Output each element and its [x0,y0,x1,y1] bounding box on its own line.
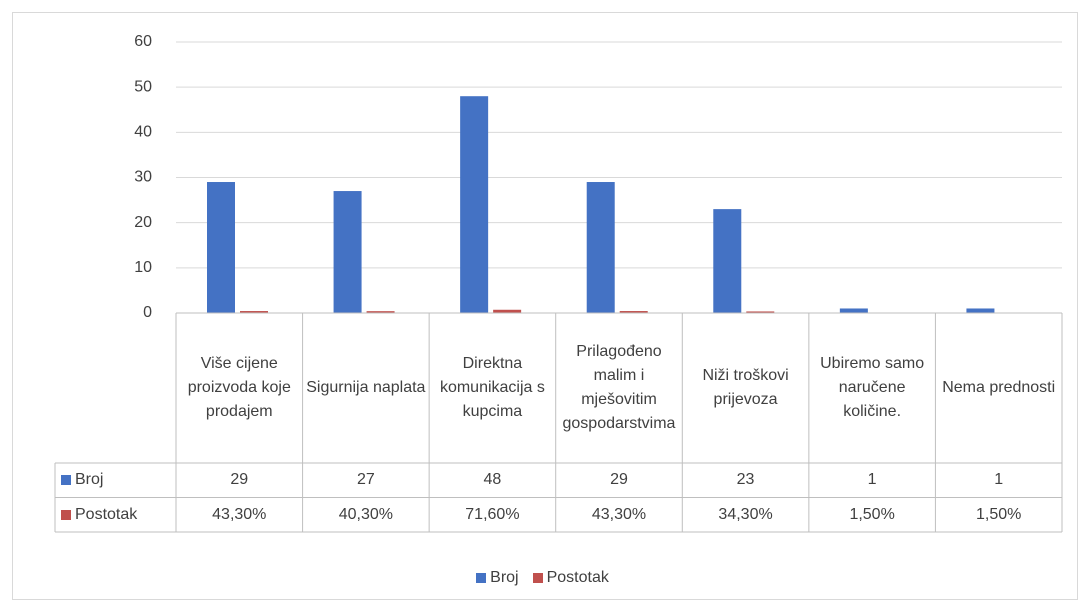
bar [333,191,362,313]
x-tick-label: Niži troškovi prijevoza [702,367,789,408]
table-value: 48 [483,471,502,489]
y-tick-label: 30 [134,169,152,186]
legend-key [61,475,71,486]
legend-key [61,509,71,520]
legend-label: Broj [490,569,519,586]
table-value: 1 [867,471,877,489]
table-value: 23 [736,471,755,489]
y-tick-label: 0 [143,304,152,321]
legend-key [532,573,543,583]
y-tick-label: 20 [134,214,152,231]
table-value: 29 [230,471,249,489]
table-value: 71,60% [465,505,520,523]
bar [713,209,742,313]
bar [493,309,522,313]
bar [619,311,648,313]
bar [586,182,615,313]
bar [839,308,868,313]
legend: Broj Postotak [0,566,1085,590]
table-row-header: Broj [55,463,176,498]
x-tick-label: Nema prednosti [942,379,1056,396]
table-value: 40,30% [338,505,393,523]
x-tick-label: Sigurnija naplata [306,379,426,396]
x-tick-label: Ubiremo samo naručene količine. [820,355,925,420]
table-value: 1 [994,471,1004,489]
table-value: 43,30% [212,505,267,523]
table-value: 43,30% [591,505,647,523]
y-tick-label: 50 [134,78,152,95]
row-label: Broj [75,471,104,489]
row-label: Postotak [75,505,138,523]
table-value: 1,50% [849,505,895,523]
bar [460,96,489,313]
bar [240,311,268,313]
table-value: 34,30% [718,505,773,523]
table-value: 27 [356,471,375,489]
y-tick-label: 40 [134,124,152,141]
y-tick-label: 60 [134,33,152,50]
table-value: 1,50% [976,505,1022,523]
table-row-header: Postotak [55,498,176,533]
chart-border [12,12,1078,600]
bar [207,182,235,313]
bar [966,308,995,313]
x-tick-label: Više cijene proizvoda koje prodajem [187,355,291,420]
bar [366,311,395,313]
x-tick-label: Direktna komunikacija s kupcima [439,355,545,420]
x-tick-label: Prilagođeno malim i mješovitim gospodars… [562,343,676,432]
table-value: 29 [610,471,628,489]
legend-label: Postotak [546,569,609,586]
legend-key [476,573,487,583]
bar [746,311,775,313]
y-tick-label: 10 [134,259,152,276]
